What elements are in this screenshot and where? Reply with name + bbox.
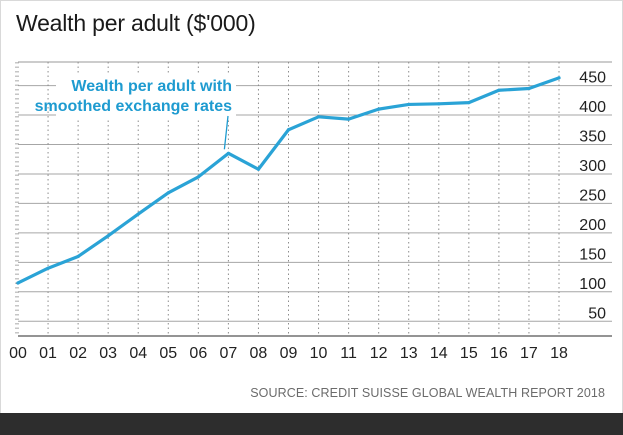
- x-tick-label: 18: [550, 345, 568, 362]
- y-tick-label: 100: [579, 276, 606, 293]
- data-point: [16, 281, 20, 285]
- data-point: [196, 175, 200, 179]
- x-tick-label: 10: [310, 345, 328, 362]
- data-point: [347, 117, 351, 121]
- axis-layer: 50 100 150 200 250 300 350 400 450 00 01 02 03 04 05 06…: [9, 70, 606, 362]
- y-tick-label: 350: [579, 128, 606, 145]
- y-tick-label: 450: [579, 70, 606, 87]
- data-point: [106, 234, 110, 238]
- x-tick-label: 14: [430, 345, 448, 362]
- data-point: [557, 76, 561, 80]
- x-tick-label: 08: [250, 345, 268, 362]
- y-tick-label: 400: [579, 99, 606, 116]
- y-tick-label: 250: [579, 187, 606, 204]
- data-point: [527, 86, 531, 91]
- y-tick-label: 200: [579, 217, 606, 234]
- x-tick-label: 16: [490, 345, 508, 362]
- data-point: [316, 115, 321, 119]
- annotation-box: [56, 74, 236, 118]
- x-tick-label: 11: [340, 345, 357, 362]
- data-point: [467, 101, 471, 105]
- x-tick-label: 17: [520, 345, 538, 362]
- data-point: [437, 102, 441, 106]
- y-tick-label: 150: [579, 246, 606, 263]
- data-point: [226, 151, 230, 155]
- x-tick-label: 00: [9, 345, 27, 362]
- footer-bar: [0, 413, 623, 435]
- x-tick-label: 04: [129, 345, 147, 362]
- data-point: [76, 254, 80, 259]
- data-point: [377, 107, 381, 111]
- annotation-text: smoothed exchange rates: [35, 98, 233, 115]
- data-point: [166, 191, 170, 195]
- data-point: [46, 266, 50, 270]
- annotation-layer: Wealth per adult with smoothed exchange r…: [35, 74, 236, 150]
- x-tick-label: 07: [219, 345, 237, 362]
- x-tick-label: 15: [460, 345, 478, 362]
- series-layer: [16, 76, 561, 285]
- x-tick-label: 09: [280, 345, 298, 362]
- x-tick-label: 01: [39, 345, 57, 362]
- source-note: SOURCE: CREDIT SUISSE GLOBAL WEALTH REPO…: [250, 386, 605, 400]
- x-tick-label: 05: [159, 345, 177, 362]
- x-tick-label: 02: [69, 345, 87, 362]
- data-point: [136, 212, 140, 216]
- data-point: [497, 88, 501, 92]
- x-tick-label: 03: [99, 345, 117, 362]
- x-tick-label: 13: [400, 345, 418, 362]
- data-point: [286, 128, 291, 132]
- y-tick-label: 300: [579, 158, 606, 175]
- y-tick-label: 50: [588, 305, 606, 322]
- x-tick-label: 06: [189, 345, 207, 362]
- data-point: [407, 102, 411, 107]
- annotation-text: Wealth per adult with: [71, 78, 232, 95]
- data-point: [256, 167, 261, 171]
- x-tick-label: 12: [370, 345, 388, 362]
- annotation-connector: [223, 115, 229, 150]
- chart-title: Wealth per adult ($'000): [16, 10, 256, 36]
